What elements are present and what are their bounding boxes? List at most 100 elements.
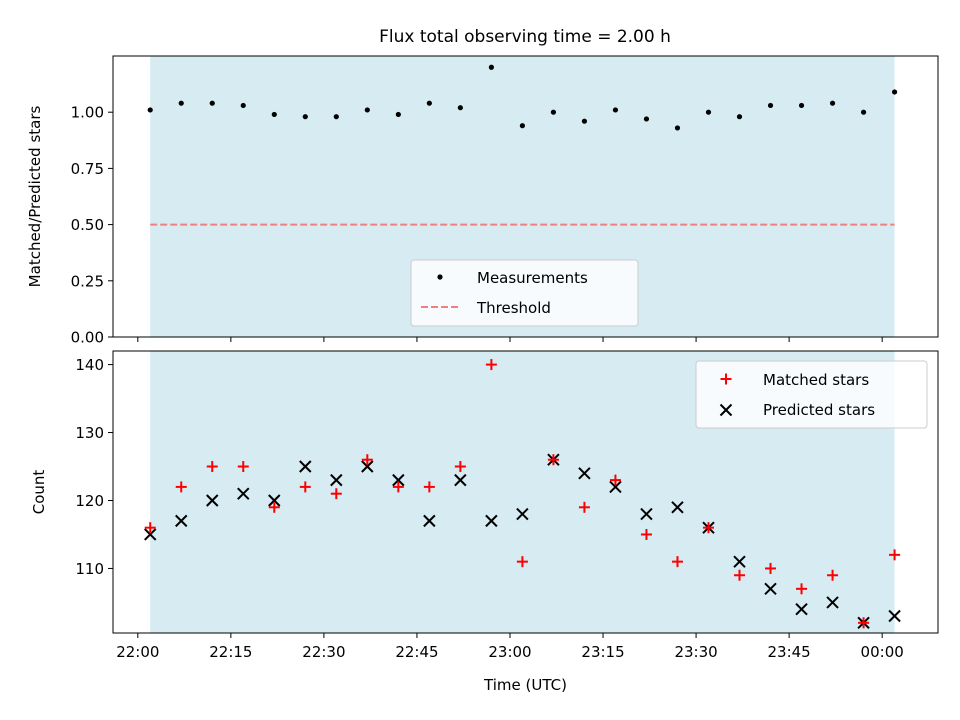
x-tick-label: 23:15 — [581, 643, 624, 661]
measurement-point — [767, 102, 774, 109]
y-tick-label: 1.00 — [71, 104, 104, 122]
x-tick-label: 23:45 — [768, 643, 811, 661]
measurement-point — [147, 107, 153, 113]
x-tick-label: 22:00 — [116, 643, 159, 661]
matched-star-point — [827, 569, 839, 581]
measurement-point — [364, 107, 370, 113]
legend-marker-predicted — [719, 403, 733, 417]
predicted-star-point — [516, 507, 529, 521]
x-tick-label: 00:00 — [861, 643, 904, 661]
matched-star-point — [671, 556, 683, 568]
predicted-star-point — [671, 501, 684, 514]
chart-title: Flux total observing time = 2.00 h — [379, 27, 671, 47]
measurement-point — [457, 105, 463, 111]
legend-box — [410, 259, 639, 327]
matched-star-point — [858, 617, 870, 629]
x-tick-label: 22:30 — [302, 643, 345, 661]
measurement-point — [581, 118, 588, 124]
measurement-point — [612, 107, 619, 113]
matched-star-point — [423, 481, 435, 493]
cross-b — [454, 473, 467, 487]
legend-marker-measurements — [437, 274, 443, 280]
y-axis-label: Matched/Predicted stars — [26, 106, 44, 288]
cross-b — [640, 507, 653, 521]
legend-top: Measurements Threshold — [410, 259, 639, 327]
y-tick-label: 0.25 — [71, 272, 104, 290]
predicted-star-point — [640, 507, 653, 521]
matched-star-point — [144, 522, 156, 534]
predicted-star-point — [206, 494, 219, 507]
predicted-star-point — [361, 460, 374, 473]
matched-star-point — [734, 569, 746, 581]
legend-box — [695, 360, 928, 429]
measurement-point — [674, 125, 681, 131]
cross-b — [206, 494, 219, 507]
legend-label: Predicted stars — [763, 401, 875, 419]
x-tick-label: 22:15 — [209, 643, 252, 661]
cross-b — [719, 403, 733, 417]
matched-star-point — [765, 562, 777, 574]
y-tick-label: 0.75 — [71, 160, 104, 178]
legend-label: Matched stars — [763, 371, 869, 389]
y-tick-label: 0.00 — [71, 329, 104, 347]
predicted-star-point — [237, 487, 250, 500]
matched-star-point — [640, 528, 652, 540]
y-tick-label: 0.50 — [71, 216, 104, 234]
cross-b — [144, 528, 157, 541]
y-tick-label: 140 — [75, 356, 104, 374]
cross-b — [764, 582, 777, 596]
top-panel: 0.00 0.25 0.50 0.75 1.00 Matched/Predicted st… — [26, 55, 939, 347]
cross-b — [392, 473, 405, 487]
matched-star-point — [268, 501, 280, 513]
predicted-star-point — [609, 480, 622, 494]
predicted-star-point — [392, 473, 405, 487]
predicted-star-point — [330, 473, 343, 487]
matched-star-point — [485, 359, 497, 371]
matched-star-point — [392, 481, 404, 493]
measurement-point — [550, 109, 557, 115]
matched-star-point — [237, 461, 249, 473]
legend-bottom: Matched stars Predicted stars — [695, 360, 928, 429]
matched-star-point — [454, 461, 466, 473]
measurement-point — [426, 100, 432, 106]
matched-star-point — [175, 481, 187, 493]
matched-star-point — [547, 454, 559, 466]
cross-b — [361, 460, 374, 473]
measurement-point — [271, 111, 277, 118]
x-tick-label: 22:45 — [395, 643, 438, 661]
predicted-star-point — [764, 582, 777, 596]
cross-b — [826, 596, 839, 609]
matched-star-point — [330, 488, 342, 500]
predicted-star-point — [485, 514, 498, 528]
predicted-star-point — [578, 467, 591, 480]
measurement-point — [240, 102, 246, 109]
matched-star-point — [889, 549, 901, 561]
x-tick-label: 23:00 — [488, 643, 531, 661]
x-tick-label: 23:30 — [674, 643, 717, 661]
measurement-point — [705, 109, 712, 115]
measurement-point — [860, 109, 867, 115]
predicted-star-point — [888, 609, 901, 623]
matched-star-point — [206, 461, 218, 473]
measurement-point — [209, 100, 215, 106]
x-axis-label: Time (UTC) — [483, 676, 567, 694]
predicted-star-point — [423, 514, 436, 528]
cross-b — [888, 609, 901, 623]
cross-b — [733, 555, 746, 568]
cross-b — [516, 507, 529, 521]
cross-b — [330, 473, 343, 487]
y-axis-label: Count — [30, 470, 48, 515]
cross-b — [671, 501, 684, 514]
predicted-star-point — [268, 494, 281, 507]
cross-b — [268, 494, 281, 507]
predicted-star-point — [299, 460, 312, 473]
matched-star-point — [578, 501, 590, 513]
predicted-star-point — [826, 596, 839, 609]
measurement-point — [643, 116, 650, 122]
matched-star-point — [361, 454, 373, 466]
measurement-point — [736, 114, 743, 120]
cross-b — [423, 514, 436, 528]
measurement-point — [488, 64, 494, 70]
measurement-point — [302, 114, 308, 120]
